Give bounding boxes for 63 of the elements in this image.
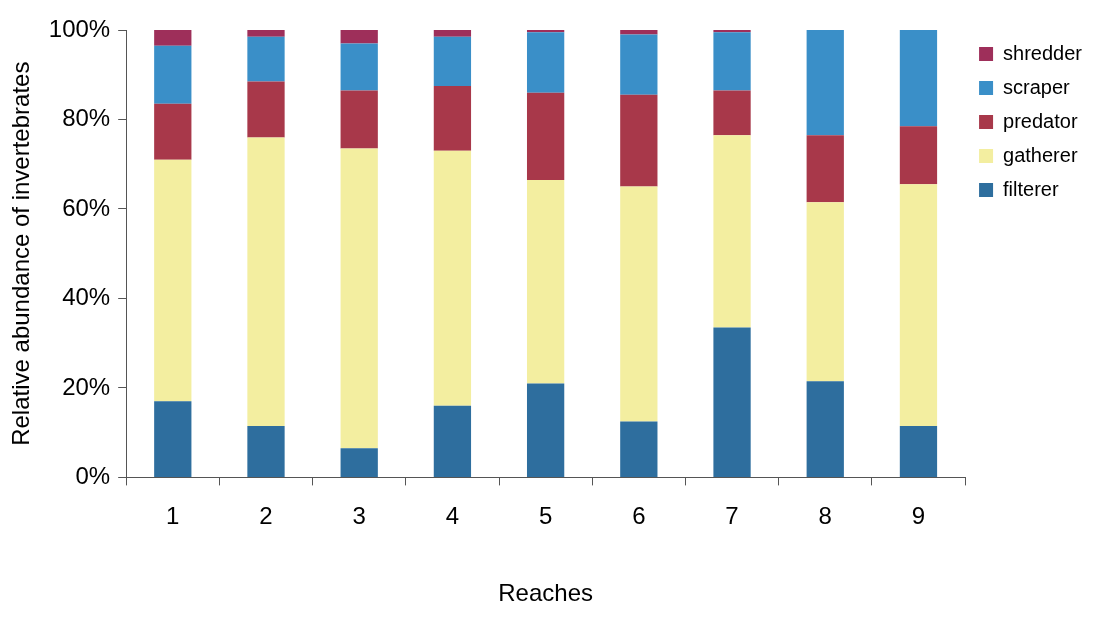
bar xyxy=(526,92,565,180)
bar xyxy=(620,94,658,187)
bar xyxy=(433,30,472,37)
bar xyxy=(806,135,844,203)
legend-label: scraper xyxy=(1003,75,1071,98)
bar xyxy=(713,32,751,91)
bar xyxy=(899,30,938,127)
bar xyxy=(154,30,192,46)
bar xyxy=(154,45,192,104)
bar xyxy=(526,32,565,93)
legend-label: predator xyxy=(1003,109,1078,132)
x-tick-label: 3 xyxy=(352,502,366,530)
x-axis-title: Reaches xyxy=(498,579,593,607)
bar xyxy=(713,90,751,136)
bar xyxy=(154,401,192,477)
y-tick-label: 20% xyxy=(62,372,111,400)
y-axis-title: Relative abundance of invertebrates xyxy=(7,61,35,446)
bar xyxy=(526,179,565,384)
bar xyxy=(154,159,192,402)
bar xyxy=(806,30,844,136)
bar xyxy=(433,36,472,86)
bar xyxy=(433,150,472,406)
x-tick-label: 7 xyxy=(725,502,739,530)
bar xyxy=(899,184,938,426)
bar xyxy=(620,421,658,477)
bar xyxy=(620,34,658,95)
bar xyxy=(433,405,472,477)
bar xyxy=(620,186,658,422)
x-tick-label: 6 xyxy=(632,502,646,530)
bar xyxy=(340,30,378,44)
x-tick-label: 8 xyxy=(818,502,832,530)
bar xyxy=(247,81,285,138)
bar xyxy=(154,103,192,160)
x-tick-label: 2 xyxy=(259,502,273,530)
legend-label: filterer xyxy=(1003,177,1059,200)
bar xyxy=(713,327,751,477)
bar xyxy=(247,36,285,82)
bar xyxy=(247,137,285,426)
bar xyxy=(340,448,378,477)
x-tick-label: 1 xyxy=(166,502,180,530)
bar xyxy=(340,43,378,91)
bar xyxy=(899,425,938,477)
y-tick-label: 0% xyxy=(75,462,111,490)
bar xyxy=(806,381,844,477)
y-tick-label: 40% xyxy=(62,283,111,311)
bar xyxy=(713,135,751,328)
x-tick-label: 4 xyxy=(445,502,460,530)
y-tick-label: 80% xyxy=(62,104,111,132)
legend-label: shredder xyxy=(1003,41,1083,64)
bar xyxy=(806,202,844,382)
bar xyxy=(433,85,472,151)
bar xyxy=(340,90,378,149)
bar xyxy=(899,126,938,185)
y-tick-label: 100% xyxy=(48,14,111,42)
x-tick-label: 9 xyxy=(911,502,926,530)
bar xyxy=(340,148,378,449)
legend-label: gatherer xyxy=(1003,143,1078,166)
bar xyxy=(247,30,285,37)
bar xyxy=(713,30,751,33)
x-tick-label: 5 xyxy=(538,502,553,530)
bar xyxy=(526,383,565,477)
bar xyxy=(247,425,285,477)
y-tick-label: 60% xyxy=(62,193,111,221)
